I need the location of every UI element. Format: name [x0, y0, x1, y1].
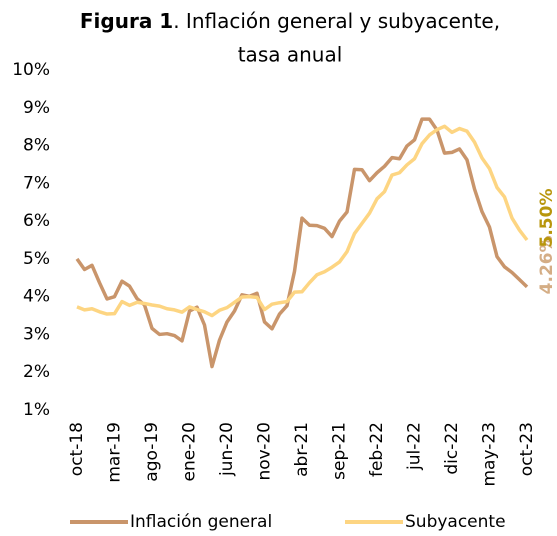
y-tick-label: 10% [12, 60, 50, 80]
value-label: 4.26% [537, 235, 557, 294]
y-tick-label: 6% [23, 211, 50, 231]
y-tick-label: 3% [23, 324, 50, 344]
y-tick-label: 2% [23, 362, 50, 382]
legend-label: Subyacente [405, 512, 506, 532]
legend-label: Inflación general [130, 512, 272, 532]
title-bold: Figura 1 [80, 9, 173, 33]
y-tick-label: 8% [23, 136, 50, 156]
value-label: 5.50% [537, 189, 557, 248]
x-tick-label: abr-21 [292, 422, 312, 477]
title-line: tasa anual [238, 43, 343, 67]
x-tick-label: ene-20 [180, 422, 200, 481]
y-tick-label: 9% [23, 98, 50, 118]
line-series [75, 117, 529, 369]
x-tick-label: may-23 [480, 422, 500, 487]
line-series [76, 124, 529, 318]
y-tick-label: 4% [23, 287, 50, 307]
y-tick-label: 5% [23, 249, 50, 269]
x-tick-label: ago-19 [142, 422, 162, 482]
y-tick-label: 7% [23, 173, 50, 193]
y-tick-label: 1% [23, 400, 50, 420]
x-tick-label: feb-22 [367, 422, 387, 477]
x-tick-label: dic-22 [442, 422, 462, 475]
x-tick-label: jun-20 [217, 422, 237, 477]
chart-title: Figura 1. Inflación general y subyacente… [80, 9, 500, 33]
x-tick-label: jul-22 [405, 422, 425, 471]
title-line: . Inflación general y subyacente, [173, 9, 500, 33]
x-tick-label: oct-23 [517, 422, 537, 476]
x-tick-label: sep-21 [330, 422, 350, 480]
x-tick-label: mar-19 [105, 422, 125, 483]
x-tick-label: nov-20 [255, 422, 275, 481]
x-tick-label: oct-18 [67, 422, 87, 476]
